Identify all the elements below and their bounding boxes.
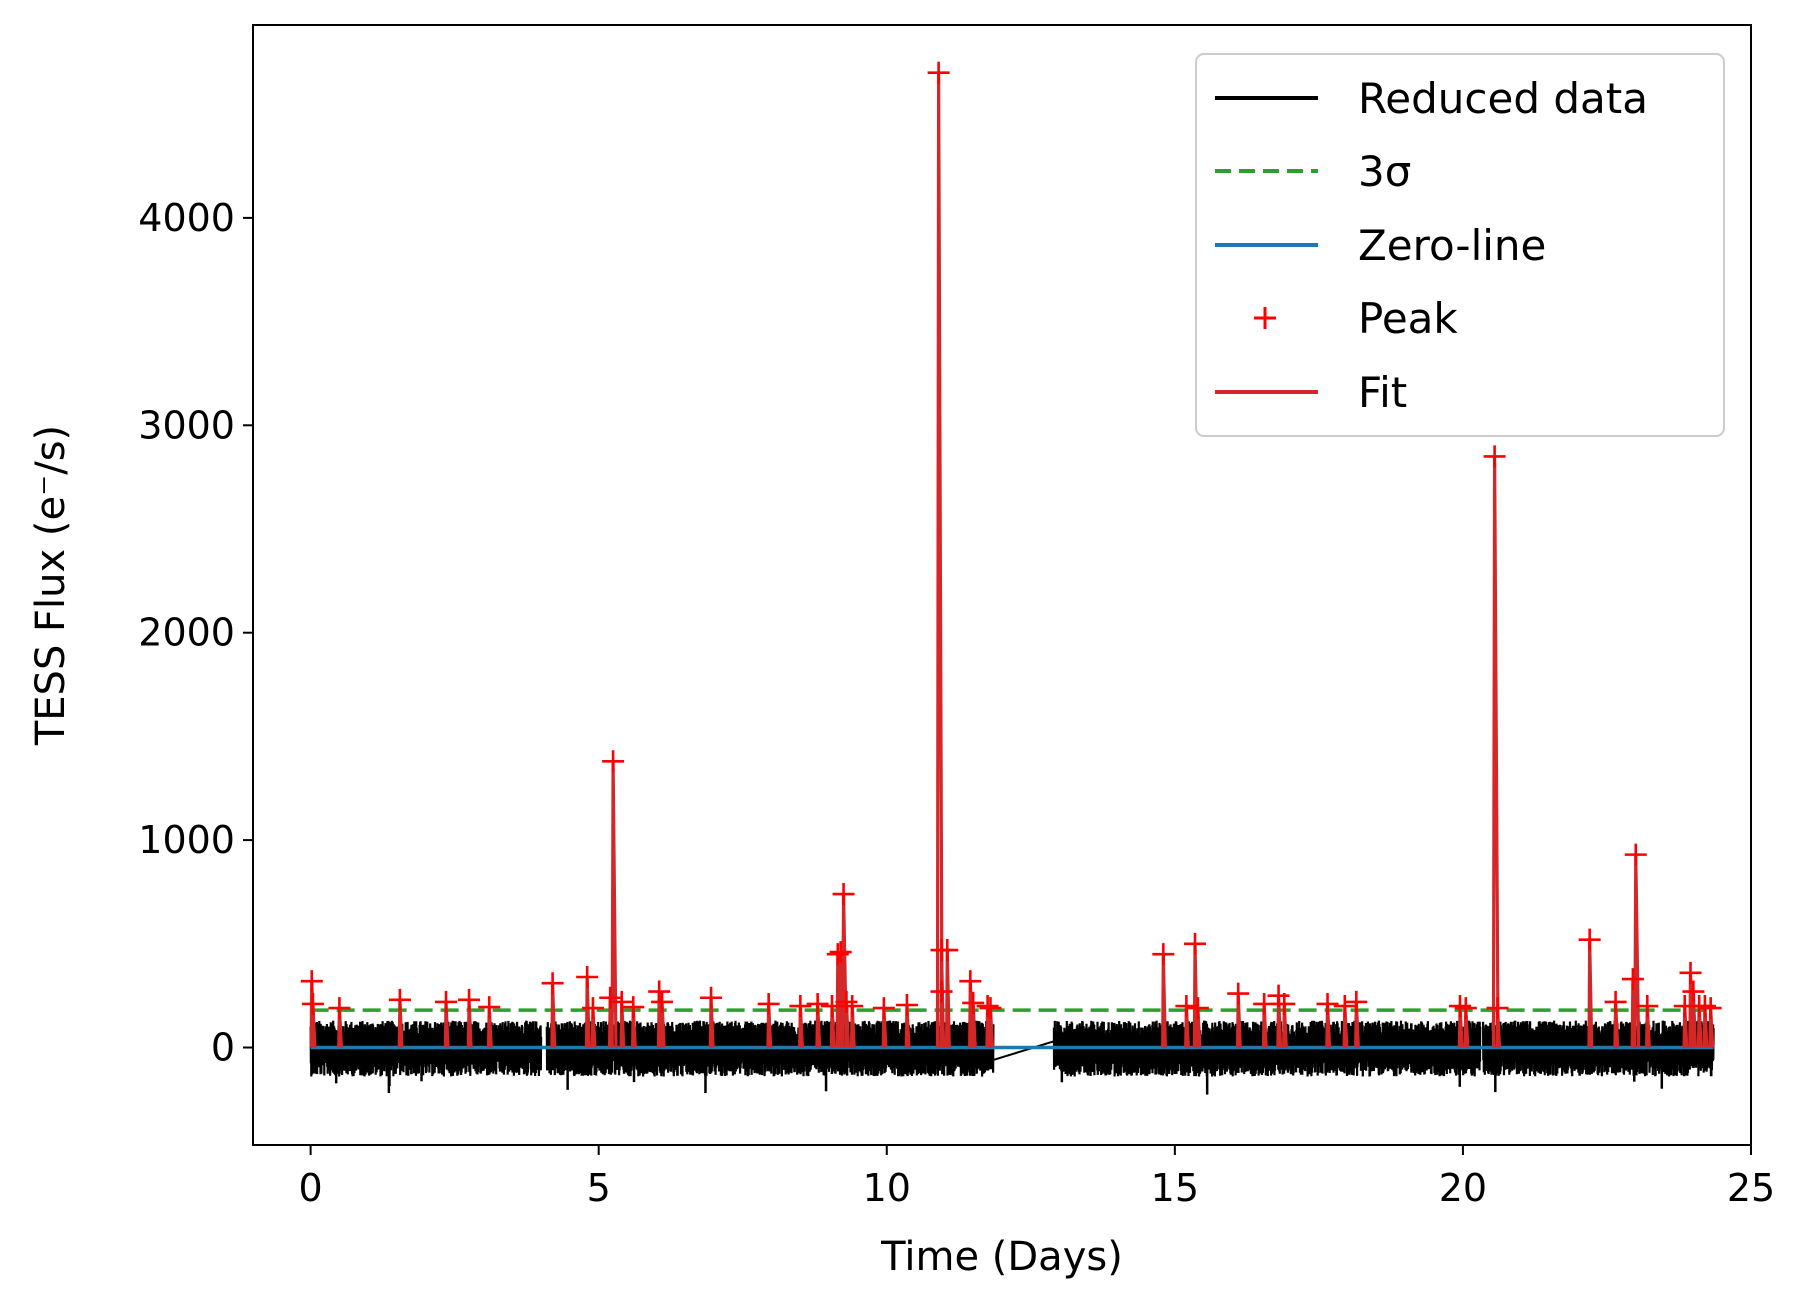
- fit-spike: [935, 71, 944, 1048]
- peak-marker: [602, 750, 625, 773]
- peak-marker: [458, 988, 481, 1011]
- legend-label-fit: Fit: [1358, 368, 1407, 417]
- reduced-data-segment: [1482, 1020, 1715, 1077]
- peak-marker: [1699, 997, 1722, 1020]
- y-tick-label: 0: [211, 1026, 235, 1070]
- peak-marker: [832, 883, 855, 906]
- legend-item-3sigma: 3σ: [1215, 147, 1411, 196]
- legend-item-peak: Peak: [1254, 294, 1458, 343]
- y-tick-label: 2000: [138, 611, 235, 655]
- peak-marker: [610, 990, 633, 1013]
- fit-spike: [1161, 952, 1167, 1048]
- legend: Reduced data 3σ Zero-line Peak Fit: [1195, 53, 1725, 437]
- peak-marker: [648, 980, 671, 1003]
- peak-marker: [1682, 980, 1705, 1003]
- reduced-data-segment: [309, 1020, 543, 1077]
- fit-spike: [1491, 454, 1500, 1048]
- y-tick-label: 4000: [138, 196, 235, 240]
- peak-marker: [622, 996, 645, 1019]
- axes-frame: [252, 24, 1752, 1146]
- peak-marker: [829, 941, 852, 964]
- fit-spike: [1633, 853, 1641, 1048]
- peak-marker: [895, 994, 918, 1016]
- fit-spike: [944, 948, 951, 1048]
- peak-marker: [789, 995, 812, 1018]
- peak-marker: [979, 997, 1002, 1020]
- y-tick-label: 3000: [138, 403, 235, 447]
- peak-marker: [1175, 995, 1198, 1018]
- x-tick-label: 15: [1151, 1166, 1199, 1210]
- peak-marker: [576, 966, 599, 988]
- legend-label-peak: Peak: [1358, 294, 1458, 343]
- peak-marker: [1273, 992, 1296, 1015]
- peak-marker: [1333, 995, 1356, 1018]
- legend-swatch-peak: [1254, 307, 1276, 329]
- plot-area: [300, 61, 1722, 1095]
- fit-spike: [610, 759, 618, 1048]
- x-axis-label: Time (Days): [880, 1234, 1123, 1280]
- peak-marker: [962, 991, 985, 1014]
- peak-marker: [959, 970, 982, 993]
- peak-marker: [1486, 997, 1509, 1020]
- legend-label-reduced-data: Reduced data: [1358, 74, 1648, 123]
- y-axis-label: TESS Flux (e⁻/s): [28, 425, 74, 746]
- peak-marker: [651, 990, 674, 1013]
- peak-marker: [1604, 990, 1627, 1013]
- legend-label-3sigma: 3σ: [1358, 147, 1411, 196]
- peak-marker: [1621, 968, 1644, 991]
- peak-marker: [1184, 932, 1207, 955]
- x-tick-label: 0: [299, 1166, 323, 1210]
- peak-marker: [835, 990, 858, 1013]
- peak-marker: [1454, 997, 1477, 1020]
- peak-marker: [581, 997, 604, 1020]
- peak-marker: [1636, 995, 1659, 1018]
- legend-item-fit: Fit: [1215, 368, 1407, 417]
- x-tick-label: 5: [587, 1166, 611, 1210]
- reduced-data-gap-connector: [993, 1040, 1055, 1061]
- peak-marker: [700, 986, 723, 1009]
- peak-marker: [976, 995, 999, 1018]
- peak-marker: [301, 992, 324, 1015]
- peak-marker: [821, 995, 844, 1018]
- peak-marker: [1624, 843, 1647, 866]
- peak-marker: [1679, 961, 1702, 984]
- x-tick-label: 20: [1439, 1166, 1487, 1210]
- x-tick-label: 25: [1727, 1166, 1775, 1210]
- peak-marker: [1227, 982, 1250, 1005]
- peak-marker: [1152, 943, 1175, 966]
- peak-marker: [1253, 992, 1276, 1015]
- peak-marker: [1186, 997, 1209, 1020]
- peak-marker: [927, 61, 950, 84]
- peak-marker: [841, 995, 864, 1018]
- peak-marker: [388, 988, 411, 1011]
- peak-marker: [435, 990, 458, 1013]
- peak-marker: [806, 992, 829, 1015]
- peak-marker: [1449, 995, 1472, 1018]
- peak-marker: [1693, 995, 1716, 1018]
- peak-marker: [300, 970, 323, 993]
- peak-marker: [757, 992, 780, 1015]
- legend-box: [1195, 53, 1725, 437]
- x-tick-label: 10: [863, 1166, 911, 1210]
- legend-item-zero-line: Zero-line: [1215, 221, 1546, 270]
- peak-marker: [328, 997, 351, 1020]
- peak-marker: [541, 972, 564, 995]
- legend-item-reduced-data: Reduced data: [1215, 74, 1648, 123]
- peak-marker: [478, 996, 501, 1019]
- peak-marker: [936, 939, 959, 962]
- peak-marker: [1578, 928, 1601, 951]
- fit-spike: [1587, 938, 1594, 1048]
- peak-marker: [930, 980, 953, 1003]
- axis-ticks: 0 5 10 15 20 25 0 1000 2000 3000 4000: [138, 196, 1775, 1210]
- peak-marker: [826, 943, 849, 966]
- legend-label-zero-line: Zero-line: [1358, 221, 1546, 270]
- peak-marker: [872, 997, 895, 1020]
- peak-marker: [1345, 990, 1368, 1013]
- peak-marker: [599, 986, 622, 1009]
- y-tick-label: 1000: [138, 818, 235, 862]
- peak-marker: [1483, 445, 1506, 468]
- peak-marker: [1316, 992, 1339, 1015]
